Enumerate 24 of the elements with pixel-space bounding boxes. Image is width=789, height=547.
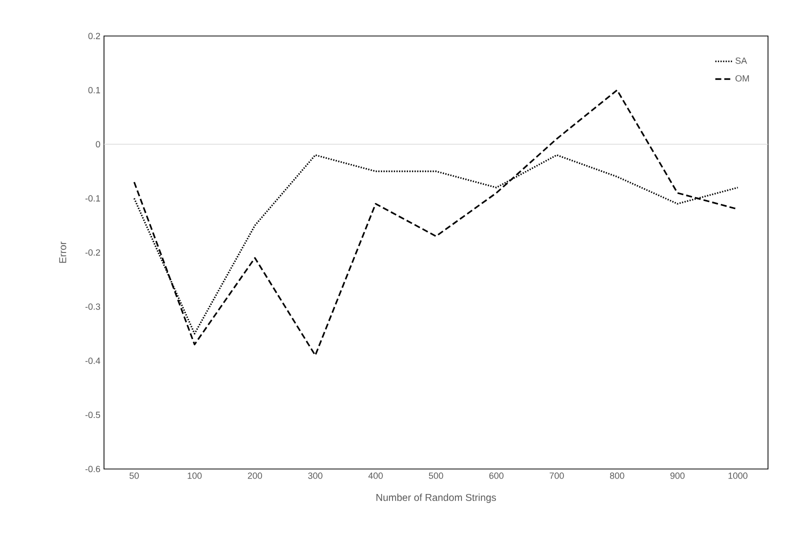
legend-label: OM [736, 75, 749, 82]
y-tick-label: -0.4 [85, 358, 100, 364]
x-tick-label: 200 [248, 472, 262, 479]
x-tick-label: 700 [550, 472, 564, 479]
y-tick-label: -0.3 [85, 303, 100, 310]
y-tick-label: -0.5 [85, 412, 100, 418]
y-axis-title: Error [59, 242, 66, 263]
x-tick-label: 500 [428, 472, 444, 479]
y-tick-label: -0.1 [85, 195, 100, 202]
x-tick-label: 1000 [728, 472, 748, 479]
x-tick-label: 50 [130, 472, 139, 479]
x-axis-title: Number of Random Strings [376, 494, 496, 503]
y-tick-label: 0.1 [88, 86, 100, 94]
x-tick-label: 300 [308, 472, 322, 479]
y-tick-label: -0.2 [85, 249, 100, 256]
y-tick-label: 0.2 [88, 32, 100, 40]
y-tick-label: 0 [96, 141, 100, 148]
legend-label: SA [736, 57, 748, 64]
y-tick-label: -0.6 [85, 466, 100, 472]
x-tick-label: 100 [188, 472, 202, 479]
x-tick-label: 600 [489, 472, 504, 479]
x-tick-label: 400 [368, 472, 383, 479]
x-tick-label: 900 [670, 472, 685, 479]
x-tick-label: 800 [610, 472, 624, 479]
